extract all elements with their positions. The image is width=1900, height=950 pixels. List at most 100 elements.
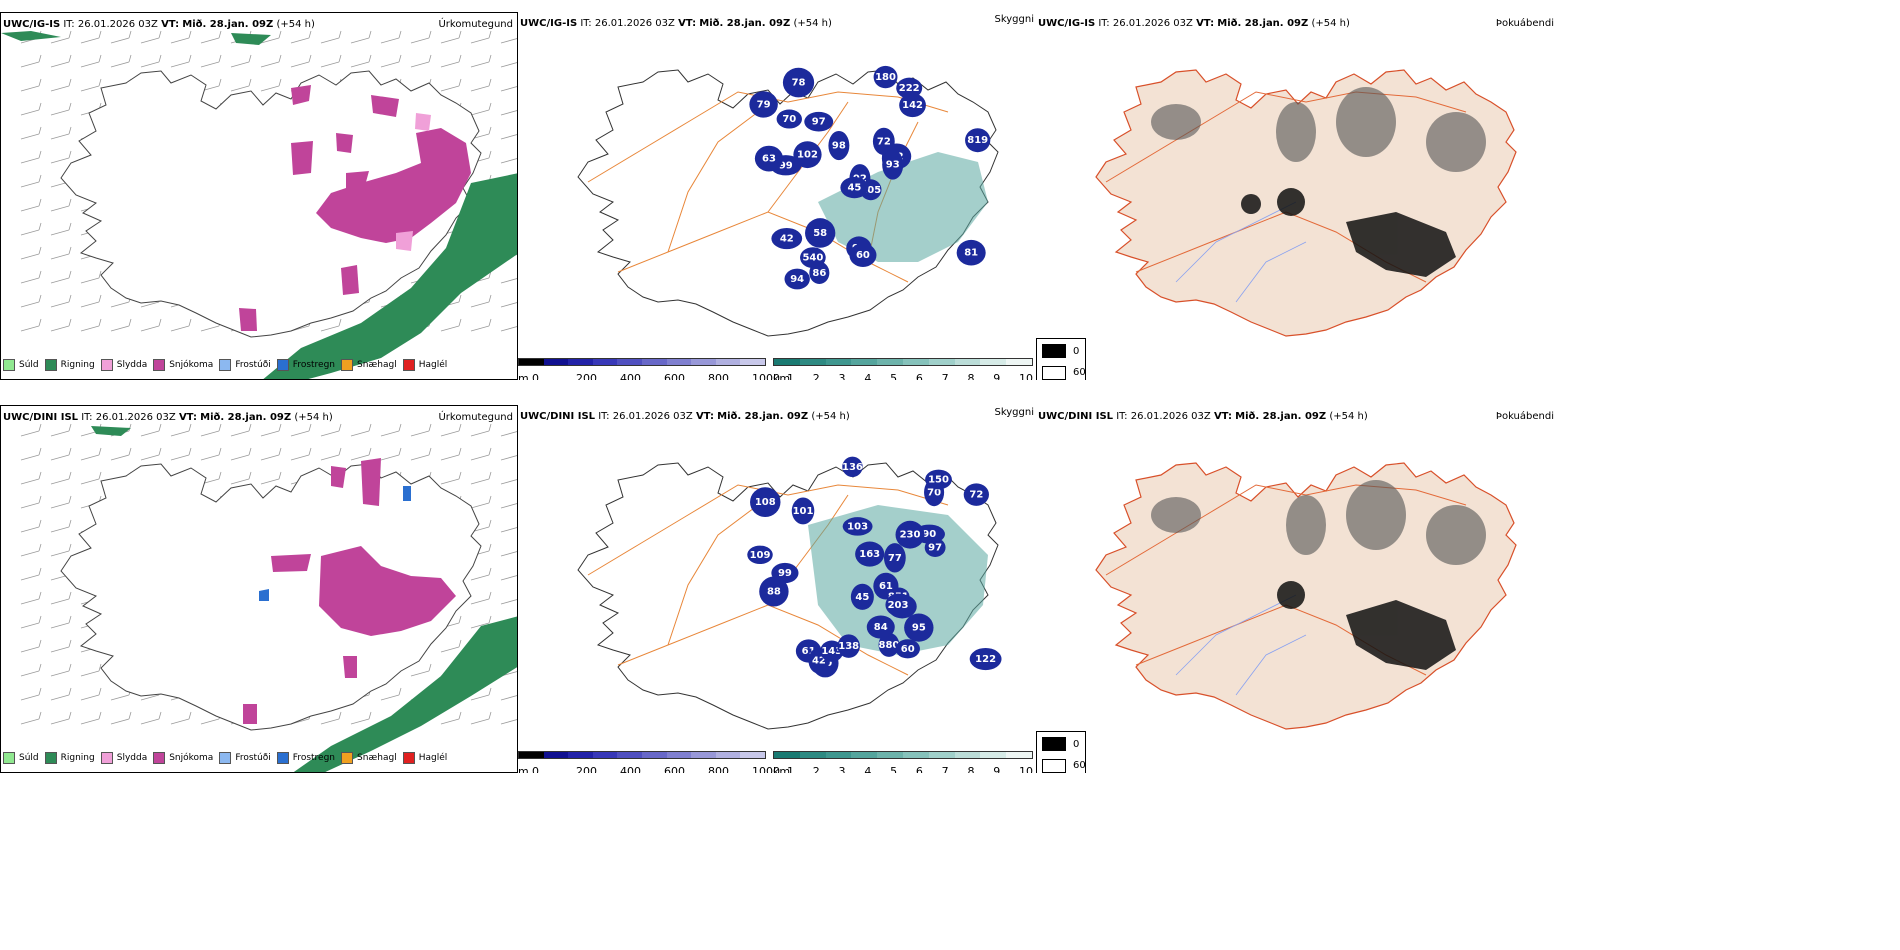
visibility-panel-1: UWC/IG-IS IT: 26.01.2026 03Z VT: Mið. 28… xyxy=(518,12,1036,380)
cloud-base-cell xyxy=(885,593,911,616)
visibility-tick: 10 xyxy=(1019,765,1033,773)
wind-barb xyxy=(500,527,517,533)
wind-barb xyxy=(20,423,42,437)
wind-barb xyxy=(440,711,462,725)
wind-barb xyxy=(170,423,192,437)
cloud-base-cells: 1099010899103163136101880619572618518088… xyxy=(747,456,1002,678)
legend-swatch xyxy=(341,752,354,764)
wind-barb xyxy=(470,30,492,44)
visibility-tick: 2 xyxy=(812,372,820,380)
wind-barb xyxy=(500,326,517,332)
wind-barb xyxy=(470,567,492,581)
visibility-segment xyxy=(902,359,929,365)
wind-barb xyxy=(20,615,42,629)
panel-title: UWC/DINI ISL IT: 26.01.2026 03Z VT: Mið.… xyxy=(520,411,850,422)
cloud-base-label: 78 xyxy=(792,78,806,89)
wind-barb xyxy=(350,447,372,461)
cloud-base-segment xyxy=(641,359,667,365)
cloud-base-label: 93 xyxy=(886,160,900,171)
wind-barb xyxy=(380,687,402,701)
visibility-segment xyxy=(1006,359,1032,365)
wind-barb xyxy=(500,575,517,581)
cloud-base-cell xyxy=(904,613,934,642)
wind-barb xyxy=(20,567,42,581)
visibility-tick: 1 xyxy=(787,372,794,380)
wind-barb xyxy=(50,102,72,116)
cloud-base-cell xyxy=(749,91,778,118)
legend-swatch xyxy=(402,752,415,764)
legend-label: Snæhagl xyxy=(357,360,397,370)
visibility-tick: 9 xyxy=(993,765,1001,773)
legend-item-snæhagl: Snæhagl xyxy=(341,359,397,371)
wind-barb xyxy=(50,222,72,236)
legend-swatch xyxy=(341,359,354,371)
visibility-tick: 10 xyxy=(1019,372,1033,380)
cloud-base-label: 84 xyxy=(874,622,888,633)
wind-barb xyxy=(500,431,517,437)
visibility-tick: 5 xyxy=(890,765,898,773)
wind-barb xyxy=(20,711,42,725)
wind-barb xyxy=(110,30,132,44)
visibility-segment xyxy=(774,359,800,365)
visibility-tick: 5 xyxy=(890,372,898,380)
legend-swatch xyxy=(44,752,57,764)
wind-barb xyxy=(20,495,42,509)
wind-barb xyxy=(470,318,492,332)
visibility-segment xyxy=(799,752,826,758)
wind-barb xyxy=(140,54,162,68)
green-rain-band xyxy=(91,426,517,772)
wind-barb xyxy=(470,687,492,701)
cloud-base-tick: 600 xyxy=(664,372,685,380)
cloud-base-label: 102 xyxy=(797,150,818,161)
wind-barb xyxy=(200,54,222,68)
cloud-base-label: 105 xyxy=(860,185,881,196)
wind-barb xyxy=(500,599,517,605)
panel-title: UWC/DINI ISL IT: 26.01.2026 03Z VT: Mið.… xyxy=(3,412,333,423)
legend-label: Slydda xyxy=(116,753,148,763)
wind-barb xyxy=(500,479,517,485)
wind-barb xyxy=(350,423,372,437)
wind-barb xyxy=(470,54,492,68)
wind-barb xyxy=(50,78,72,92)
precip-legend: Súld Rigning Slydda Snjókoma Frostúði Frostre… xyxy=(3,359,447,371)
cloud-base-label: 61 xyxy=(802,646,816,657)
cloud-base-segment xyxy=(691,359,716,365)
wind-barb xyxy=(80,687,102,701)
cloud-base-segment xyxy=(519,752,544,758)
wind-barb xyxy=(500,110,517,116)
visibility-segment xyxy=(980,359,1007,365)
wind-barb xyxy=(50,54,72,68)
visibility-segment xyxy=(954,752,981,758)
visibility-segment xyxy=(851,359,878,365)
wind-barb xyxy=(380,30,402,44)
legend-label: Frostregn xyxy=(292,360,336,370)
cloud-base-tick: 200 xyxy=(576,765,597,773)
wind-barb xyxy=(80,270,102,284)
fog-dense xyxy=(1241,188,1456,277)
panel-parameter-label: Þokuábendi xyxy=(1495,18,1554,29)
cloud-base-label: 60 xyxy=(901,644,915,655)
wind-barb xyxy=(50,663,72,677)
wind-barb xyxy=(320,318,342,332)
wind-barb xyxy=(50,495,72,509)
cloud-base-label: 540 xyxy=(802,253,823,264)
cloud-base-label: 63 xyxy=(762,154,776,165)
legend-item-frostregn: Frostregn xyxy=(276,359,336,371)
legend-swatch xyxy=(153,752,166,764)
legend-label: Súld xyxy=(19,753,39,763)
wind-barb xyxy=(320,447,342,461)
legend-swatch xyxy=(100,359,113,371)
wind-barb xyxy=(500,134,517,140)
cloud-base-cell xyxy=(837,634,860,658)
cloud-base-label: 42 xyxy=(780,234,794,245)
cloud-base-label: 880 xyxy=(879,640,900,651)
legend-swatch xyxy=(219,359,232,371)
cloud-base-segment xyxy=(568,752,593,758)
visibility-tick: 6 xyxy=(915,372,923,380)
wind-barb xyxy=(20,663,42,677)
cloud-base-cell xyxy=(969,647,1002,671)
cloud-base-cell xyxy=(771,227,803,250)
legend-item-rigning: Rigning xyxy=(44,359,95,371)
legend-item-frostúði: Frostúði xyxy=(219,359,271,371)
wind-barb xyxy=(140,711,162,725)
